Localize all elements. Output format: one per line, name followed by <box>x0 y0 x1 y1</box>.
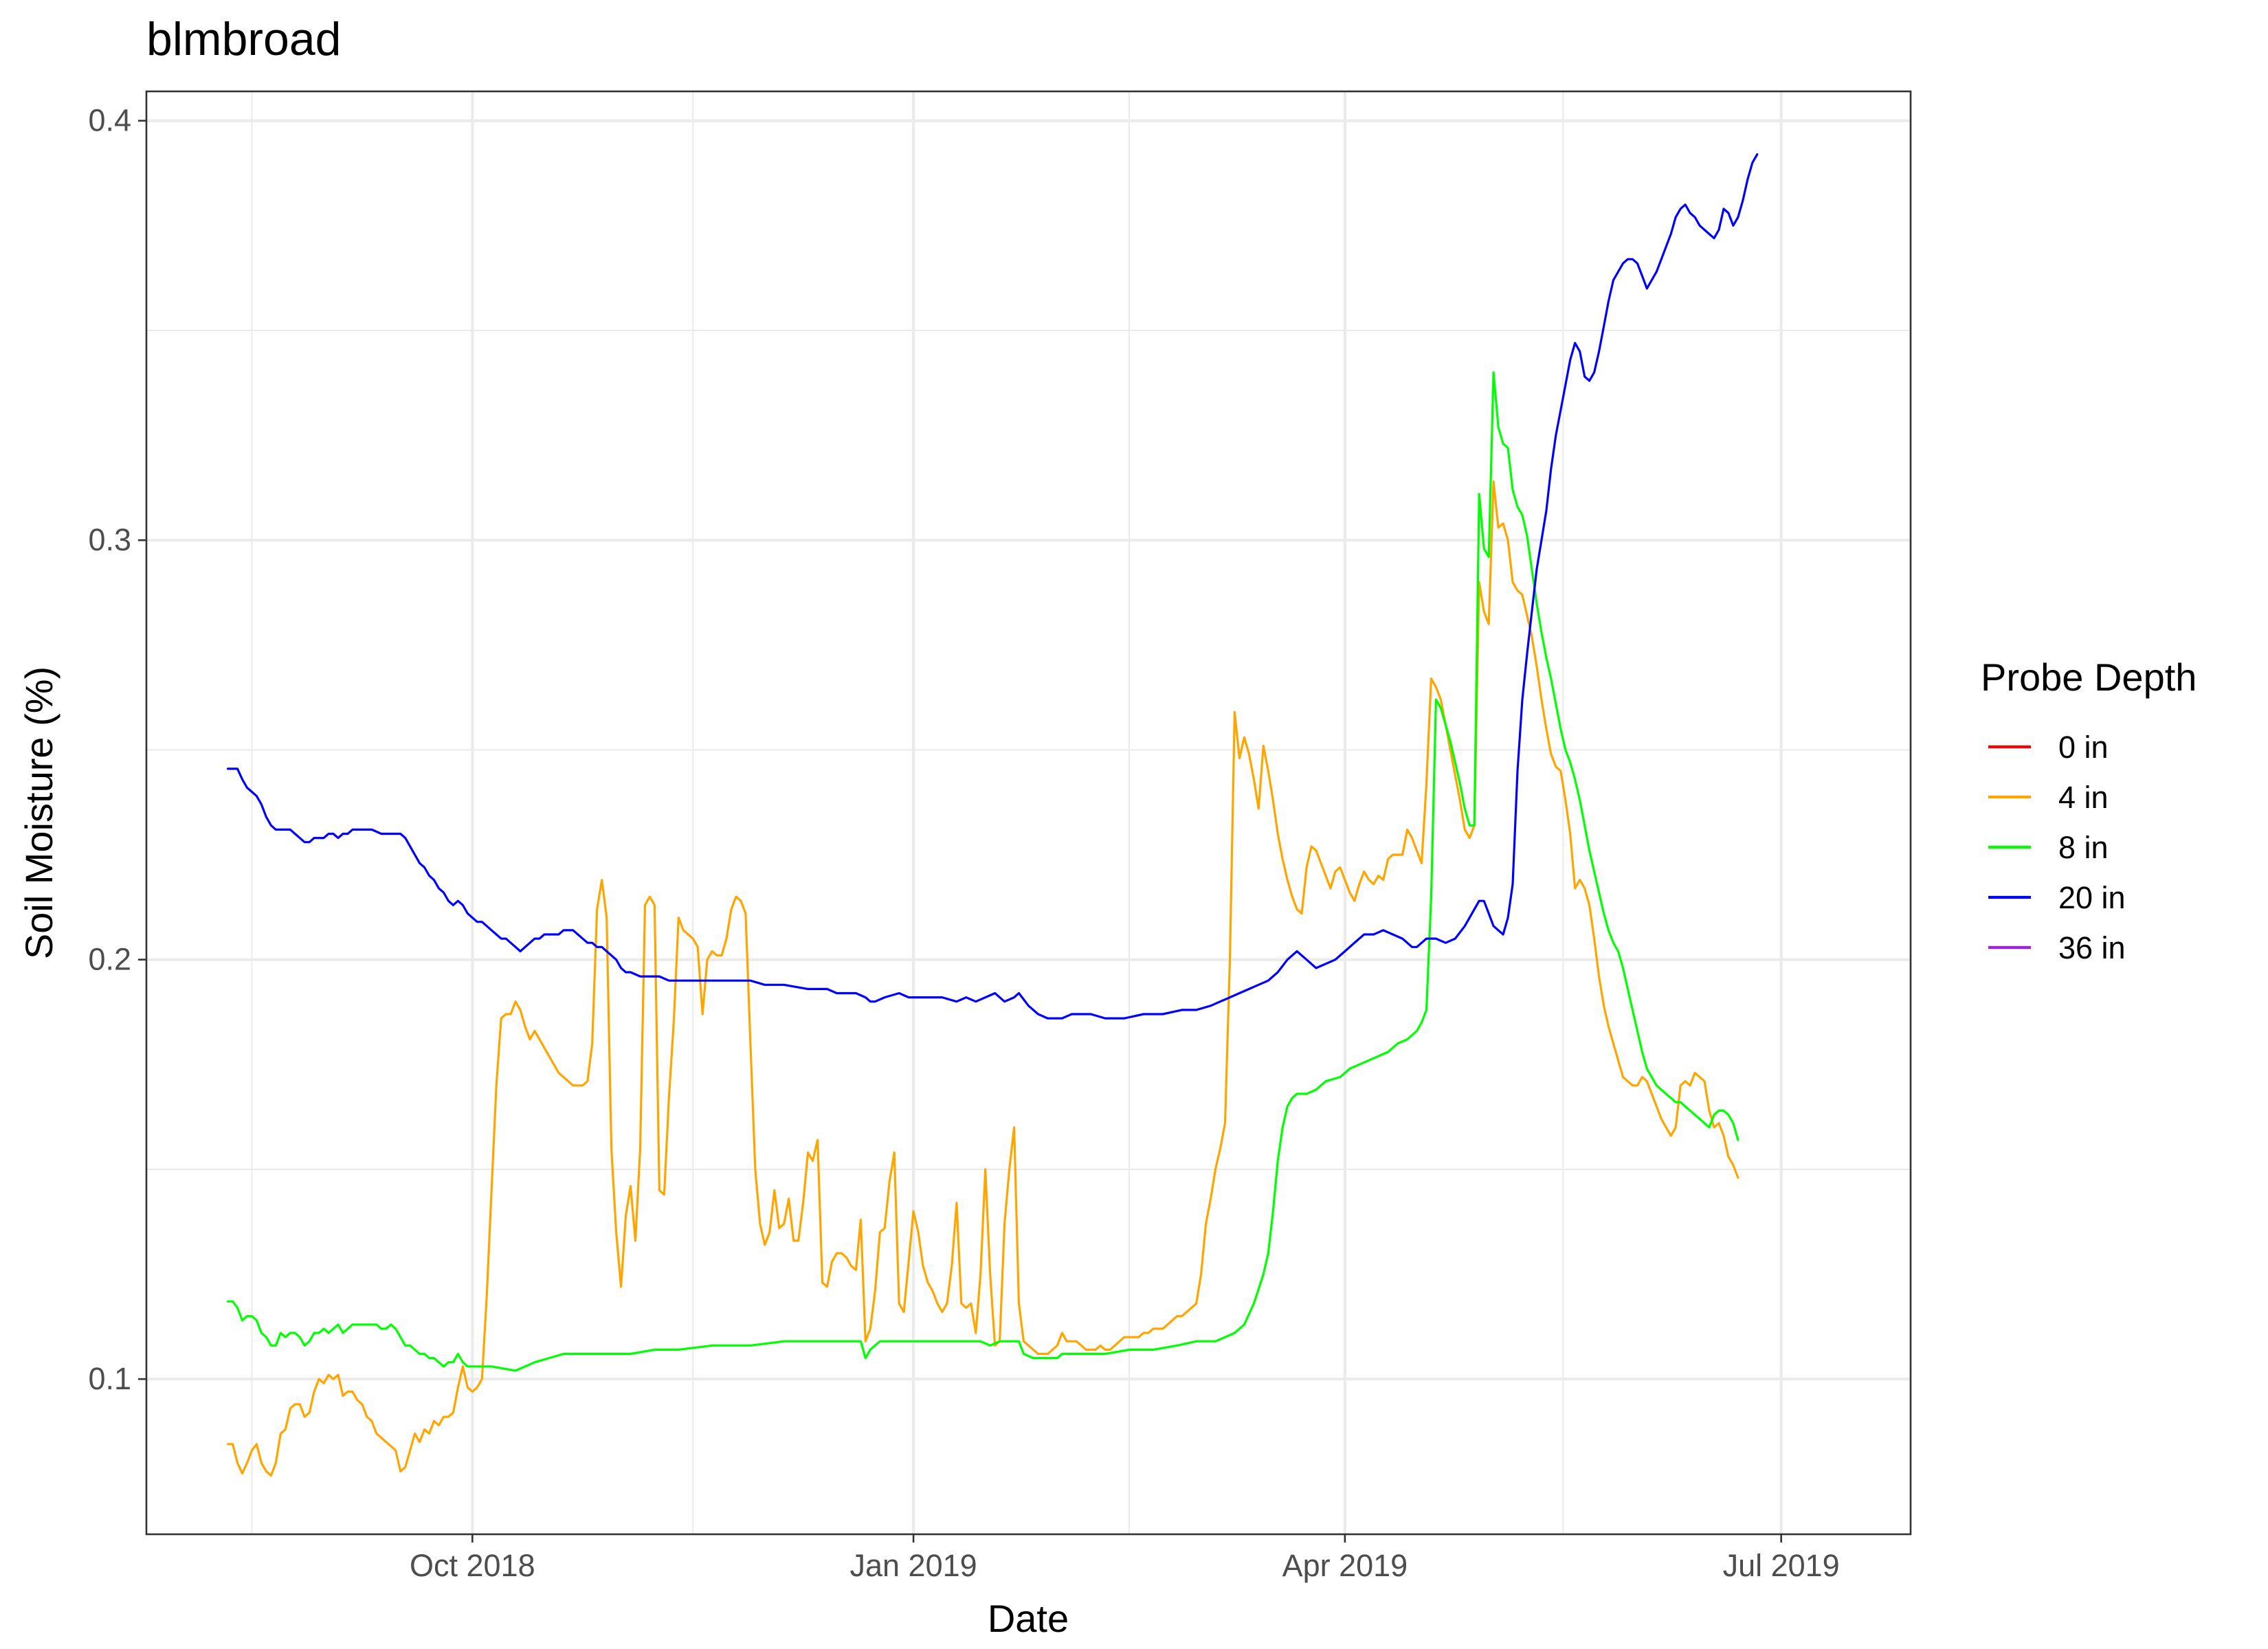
y-tick-label: 0.1 <box>88 1361 131 1396</box>
y-tick-label: 0.4 <box>88 103 131 138</box>
legend-entries: 0 in 4 in 8 in 20 in 36 in <box>1988 730 2126 965</box>
x-axis: Oct 2018 Jan 2019 Apr 2019 Jul 2019 <box>410 1534 1840 1583</box>
y-axis: 0.1 0.2 0.3 0.4 <box>88 103 146 1396</box>
y-axis-title: Soil Moisture (%) <box>17 666 60 959</box>
y-tick-label: 0.3 <box>88 522 131 557</box>
legend-title: Probe Depth <box>1981 655 2197 699</box>
x-tick-label: Jan 2019 <box>850 1548 977 1583</box>
x-axis-title: Date <box>988 1597 1069 1640</box>
x-tick-label: Oct 2018 <box>410 1548 535 1583</box>
chart-title: blmbroad <box>146 13 342 65</box>
legend-label: 8 in <box>2058 830 2109 865</box>
y-tick-label: 0.2 <box>88 942 131 977</box>
series-line-20-in <box>227 153 1759 1020</box>
legend-label: 36 in <box>2058 930 2126 965</box>
legend: Probe Depth 0 in 4 in 8 in 20 in 36 in <box>1981 655 2197 965</box>
x-tick-label: Jul 2019 <box>1723 1548 1840 1583</box>
plot-panel-border <box>145 90 1912 1536</box>
major-gridlines <box>146 91 1911 1534</box>
minor-gridlines <box>146 91 1911 1534</box>
legend-label: 0 in <box>2058 730 2109 765</box>
legend-label: 4 in <box>2058 780 2109 815</box>
x-tick-label: Apr 2019 <box>1282 1548 1408 1583</box>
series-line-4-in <box>227 480 1739 1477</box>
plot-panel <box>146 91 1911 1534</box>
series-line-8-in <box>227 371 1739 1372</box>
legend-label: 20 in <box>2058 880 2126 915</box>
series-layer <box>227 153 1759 1477</box>
